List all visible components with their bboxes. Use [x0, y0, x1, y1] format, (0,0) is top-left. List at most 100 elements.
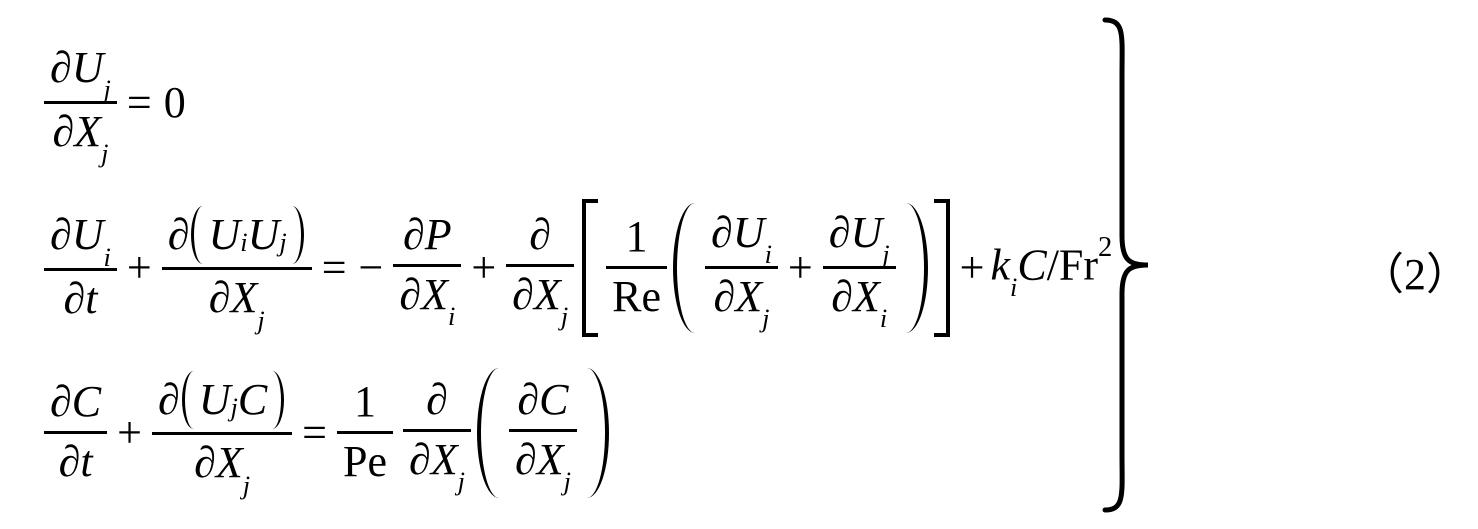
rparen-big: [583, 368, 609, 498]
equation-number: （2）: [1360, 238, 1470, 302]
numerator: ∂Ui: [705, 208, 778, 263]
sub-j: j: [561, 301, 568, 331]
rparen: [289, 206, 304, 264]
denominator: ∂Xj: [203, 273, 271, 328]
var-X: X: [735, 272, 762, 321]
var-C: C: [539, 375, 568, 424]
partial-symbol: ∂: [50, 210, 72, 259]
right-brace-icon: [1100, 16, 1150, 514]
fraction-bar: [337, 431, 393, 434]
minus-sign: −: [353, 246, 390, 290]
partial-symbol: ∂: [515, 435, 537, 484]
var-X: X: [537, 435, 564, 484]
lparen-big: [673, 203, 699, 333]
var-U: U: [72, 210, 104, 259]
partial-symbol: ∂: [403, 210, 425, 259]
frac-1-Re: 1 Re: [606, 212, 667, 322]
numerator: ∂: [420, 375, 454, 426]
rparen: [269, 371, 284, 429]
var-X: X: [230, 273, 257, 322]
fraction-bar: [403, 429, 471, 432]
plus-sign: +: [111, 411, 148, 455]
sub-i: i: [104, 242, 111, 272]
frac-dC-dXj: ∂C ∂Xj: [509, 375, 577, 490]
sub-j: j: [230, 392, 237, 422]
equation-system: ∂Uj ∂Xj = 0 ∂Ui ∂t +: [40, 20, 1112, 515]
partial-symbol: ∂: [194, 438, 216, 487]
frac-dP-dXi: ∂P ∂Xi: [393, 210, 461, 325]
var-C: C: [238, 375, 267, 426]
denominator: ∂Xj: [506, 270, 574, 325]
equation-2: ∂Ui ∂t + ∂ UiUj ∂Xj =: [40, 185, 1112, 350]
numerator-one: 1: [348, 377, 382, 428]
partial-symbol: ∂: [158, 375, 180, 426]
frac-dUjC-dXj: ∂ UjC ∂Xj: [152, 371, 292, 493]
partial-symbol: ∂: [409, 435, 431, 484]
frac-d-dXj: ∂ ∂Xj: [506, 210, 574, 325]
var-X: X: [216, 438, 243, 487]
sub-j: j: [104, 74, 111, 104]
var-k: k: [990, 240, 1010, 289]
partial-symbol: ∂: [63, 274, 85, 323]
frac-dUi-dt: ∂Ui ∂t: [44, 210, 117, 325]
numerator: ∂ UiUj: [162, 206, 312, 264]
sub-i: i: [765, 239, 772, 269]
sub-j: j: [101, 138, 108, 168]
fraction-bar: [509, 429, 577, 432]
slash: /: [1047, 240, 1059, 289]
denominator: ∂Xj: [509, 435, 577, 490]
sub-j: j: [257, 305, 264, 335]
partial-symbol: ∂: [168, 210, 190, 261]
lparen: [182, 371, 197, 429]
frac-dUi-dXj: ∂Ui ∂Xj: [705, 208, 778, 327]
numerator-one: 1: [620, 212, 654, 263]
var-C: C: [1017, 240, 1046, 289]
var-t: t: [85, 274, 97, 323]
partial-symbol: ∂: [209, 273, 231, 322]
var-U: U: [851, 208, 883, 257]
var-t: t: [80, 437, 92, 486]
partial-symbol: ∂: [829, 208, 851, 257]
denominator: ∂Xj: [188, 438, 256, 493]
fraction-bar: [152, 432, 292, 435]
frac-dUj-dXj: ∂Uj ∂Xj: [44, 43, 117, 162]
partial-symbol: ∂: [529, 210, 551, 259]
plus-sign: +: [465, 246, 502, 290]
zero: 0: [158, 81, 192, 125]
fraction-bar: [393, 264, 461, 267]
var-X: X: [431, 435, 458, 484]
plus-sign: +: [954, 246, 991, 290]
denominator-Re: Re: [606, 272, 667, 323]
equation-3: ∂C ∂t + ∂ UjC ∂Xj =: [40, 350, 1112, 515]
partial-symbol: ∂: [50, 43, 72, 92]
frac-1-Pe: 1 Pe: [337, 377, 393, 487]
partial-symbol: ∂: [52, 107, 74, 156]
partial-symbol: ∂: [512, 270, 534, 319]
equation-figure: ∂Uj ∂Xj = 0 ∂Ui ∂t +: [0, 0, 1478, 529]
term-kiC-Fr2: kiC/Fr2: [990, 242, 1112, 294]
var-X: X: [74, 107, 101, 156]
var-X: X: [534, 270, 561, 319]
frac-d-dXj-2: ∂ ∂Xj: [403, 375, 471, 490]
numerator: ∂Uj: [823, 208, 896, 263]
sub-j: j: [762, 303, 769, 333]
var-C: C: [72, 377, 101, 426]
denominator: ∂t: [57, 274, 103, 325]
plus-sign: +: [121, 246, 158, 290]
partial-symbol: ∂: [399, 270, 421, 319]
rparen-big: [902, 203, 928, 333]
numerator: ∂Ui: [44, 210, 117, 265]
sub-j: j: [243, 470, 250, 500]
partial-symbol: ∂: [711, 208, 733, 257]
sub-i: i: [1010, 272, 1017, 302]
denominator: ∂Xi: [825, 272, 893, 327]
denominator: ∂t: [53, 437, 99, 488]
denominator: ∂Xi: [393, 270, 461, 325]
frac-dC-dt: ∂C ∂t: [44, 377, 107, 487]
partial-symbol: ∂: [50, 377, 72, 426]
var-U: U: [733, 208, 765, 257]
sub-j: j: [458, 466, 465, 496]
lparen-big: [477, 368, 503, 498]
fraction-bar: [44, 431, 107, 434]
partial-symbol: ∂: [426, 375, 448, 424]
